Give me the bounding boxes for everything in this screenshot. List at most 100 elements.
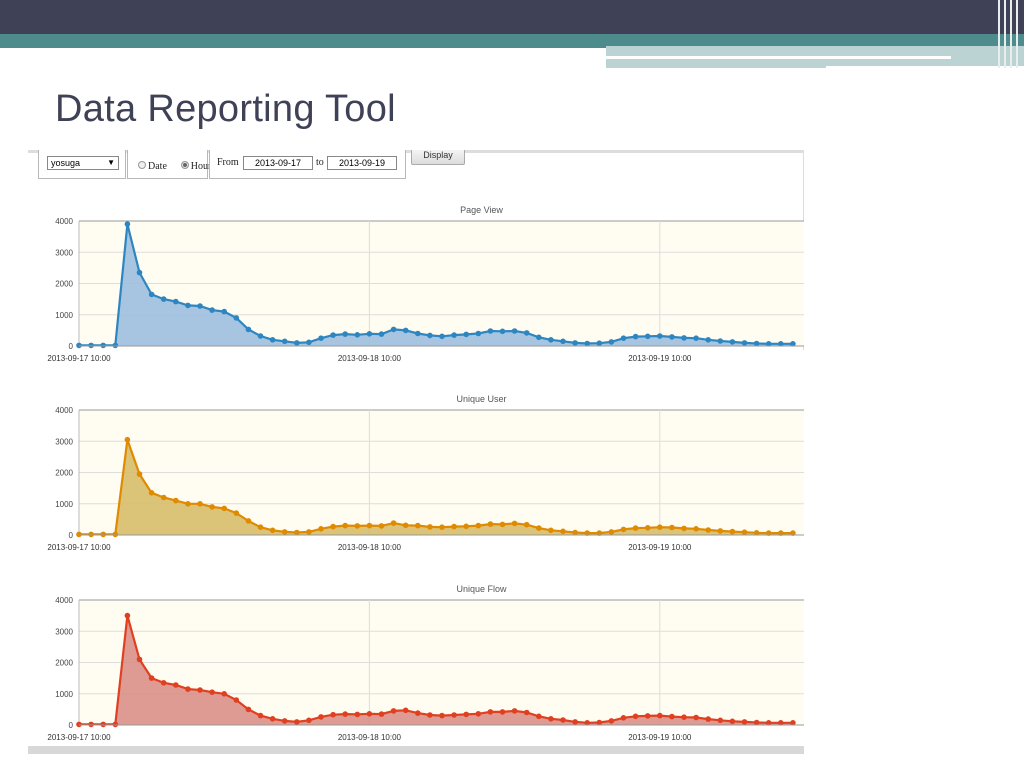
data-point[interactable] bbox=[100, 721, 106, 728]
data-point[interactable] bbox=[753, 340, 760, 347]
data-point[interactable] bbox=[173, 497, 179, 504]
data-point[interactable] bbox=[632, 713, 639, 720]
data-point[interactable] bbox=[257, 712, 264, 719]
data-point[interactable] bbox=[76, 531, 82, 538]
data-point[interactable] bbox=[148, 291, 155, 298]
data-point[interactable] bbox=[439, 333, 445, 340]
data-point[interactable] bbox=[294, 340, 300, 346]
data-point[interactable] bbox=[463, 331, 470, 338]
data-point[interactable] bbox=[753, 719, 760, 726]
data-point[interactable] bbox=[185, 501, 191, 507]
data-point[interactable] bbox=[318, 335, 324, 341]
data-point[interactable] bbox=[342, 711, 349, 717]
data-point[interactable] bbox=[378, 523, 385, 529]
data-point[interactable] bbox=[294, 529, 300, 536]
data-point[interactable] bbox=[427, 524, 433, 530]
radio-date[interactable] bbox=[138, 160, 146, 169]
data-point[interactable] bbox=[185, 686, 191, 692]
data-point[interactable] bbox=[88, 721, 94, 728]
data-point[interactable] bbox=[76, 721, 82, 728]
data-point[interactable] bbox=[572, 340, 578, 346]
data-point[interactable] bbox=[511, 328, 518, 334]
data-point[interactable] bbox=[705, 337, 711, 343]
data-point[interactable] bbox=[499, 521, 506, 528]
data-point[interactable] bbox=[402, 707, 409, 714]
data-point[interactable] bbox=[487, 521, 494, 527]
data-point[interactable] bbox=[729, 528, 736, 535]
data-point[interactable] bbox=[269, 716, 276, 722]
data-point[interactable] bbox=[439, 712, 445, 719]
data-point[interactable] bbox=[330, 332, 336, 338]
data-point[interactable] bbox=[729, 718, 736, 725]
data-point[interactable] bbox=[669, 713, 675, 720]
data-point[interactable] bbox=[657, 712, 663, 719]
data-point[interactable] bbox=[173, 682, 179, 688]
data-point[interactable] bbox=[790, 720, 796, 726]
data-point[interactable] bbox=[197, 501, 203, 507]
data-point[interactable] bbox=[112, 531, 119, 538]
display-button[interactable]: Display bbox=[411, 150, 465, 165]
data-point[interactable] bbox=[330, 523, 336, 530]
horizontal-scrollbar[interactable] bbox=[28, 746, 804, 754]
data-point[interactable] bbox=[548, 337, 554, 343]
data-point[interactable] bbox=[765, 720, 772, 726]
data-point[interactable] bbox=[475, 522, 482, 529]
data-point[interactable] bbox=[197, 303, 203, 309]
data-point[interactable] bbox=[560, 528, 566, 535]
data-point[interactable] bbox=[342, 522, 349, 529]
data-point[interactable] bbox=[221, 691, 227, 697]
data-point[interactable] bbox=[257, 333, 264, 339]
data-point[interactable] bbox=[100, 342, 106, 349]
data-point[interactable] bbox=[451, 523, 457, 530]
data-point[interactable] bbox=[463, 711, 470, 718]
data-point[interactable] bbox=[342, 331, 349, 337]
data-point[interactable] bbox=[741, 719, 748, 725]
data-point[interactable] bbox=[741, 340, 748, 346]
data-point[interactable] bbox=[632, 333, 639, 340]
data-point[interactable] bbox=[245, 326, 252, 333]
data-point[interactable] bbox=[148, 675, 155, 681]
data-point[interactable] bbox=[511, 708, 518, 714]
data-point[interactable] bbox=[681, 335, 687, 341]
from-date-input[interactable]: 2013-09-17 bbox=[243, 156, 313, 170]
data-point[interactable] bbox=[124, 436, 131, 443]
data-point[interactable] bbox=[475, 330, 482, 337]
data-point[interactable] bbox=[415, 710, 421, 716]
data-point[interactable] bbox=[136, 269, 143, 276]
data-point[interactable] bbox=[669, 524, 675, 531]
data-point[interactable] bbox=[318, 526, 324, 532]
data-point[interactable] bbox=[523, 709, 530, 716]
data-point[interactable] bbox=[402, 522, 409, 529]
data-point[interactable] bbox=[245, 518, 252, 524]
data-point[interactable] bbox=[523, 521, 530, 528]
data-point[interactable] bbox=[136, 471, 143, 477]
radio-hour[interactable] bbox=[180, 160, 189, 169]
data-point[interactable] bbox=[209, 689, 215, 695]
data-point[interactable] bbox=[669, 334, 675, 340]
data-point[interactable] bbox=[644, 525, 651, 531]
data-point[interactable] bbox=[741, 529, 748, 535]
data-point[interactable] bbox=[366, 331, 373, 337]
data-point[interactable] bbox=[233, 697, 240, 703]
data-point[interactable] bbox=[596, 719, 603, 726]
data-point[interactable] bbox=[487, 328, 494, 334]
data-point[interactable] bbox=[536, 525, 542, 531]
data-point[interactable] bbox=[306, 529, 312, 535]
data-point[interactable] bbox=[281, 718, 288, 724]
data-point[interactable] bbox=[390, 520, 397, 526]
data-point[interactable] bbox=[778, 720, 784, 726]
data-point[interactable] bbox=[197, 687, 203, 693]
data-point[interactable] bbox=[233, 510, 240, 516]
data-point[interactable] bbox=[294, 719, 300, 725]
data-point[interactable] bbox=[560, 717, 566, 723]
data-point[interactable] bbox=[499, 328, 506, 335]
data-point[interactable] bbox=[415, 522, 421, 529]
data-point[interactable] bbox=[221, 505, 227, 512]
data-point[interactable] bbox=[185, 302, 191, 309]
data-point[interactable] bbox=[717, 717, 724, 724]
data-point[interactable] bbox=[536, 334, 542, 341]
data-point[interactable] bbox=[136, 656, 143, 663]
data-point[interactable] bbox=[451, 712, 457, 718]
data-point[interactable] bbox=[330, 711, 336, 718]
data-point[interactable] bbox=[620, 526, 627, 533]
